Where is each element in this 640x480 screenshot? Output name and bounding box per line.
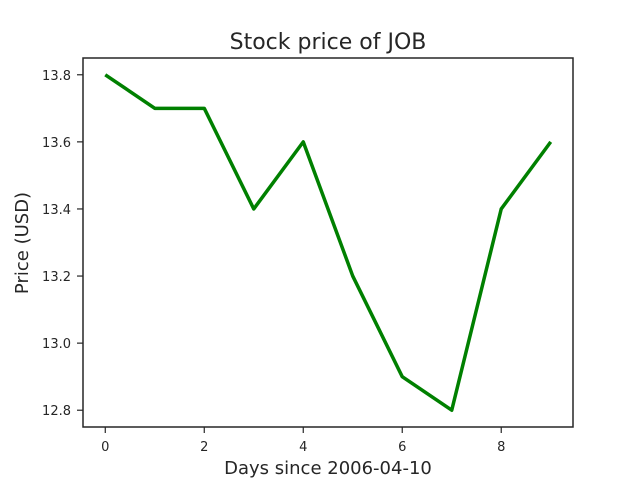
y-tick-label: 13.0 [42, 337, 71, 352]
y-tick-label: 13.8 [42, 69, 71, 84]
y-tick-label: 12.8 [42, 404, 71, 419]
series-line [104, 73, 553, 412]
y-tick-label: 13.2 [42, 270, 71, 285]
x-axis-label: Days since 2006-04-10 [224, 458, 432, 479]
y-axis-label: Price (USD) [12, 192, 33, 294]
x-tick-label: 8 [497, 440, 505, 455]
x-tick-label: 4 [299, 440, 307, 455]
x-tick-label: 0 [101, 440, 109, 455]
y-tick-label: 13.6 [42, 136, 71, 151]
y-axis: 12.8 13.0 13.2 13.4 13.6 13.8 [42, 69, 83, 419]
y-tick-label: 13.4 [42, 203, 71, 218]
series-layer [104, 73, 553, 412]
plot-frame [82, 57, 574, 428]
x-tick-label: 2 [200, 440, 208, 455]
x-axis: 0 2 4 6 8 [101, 427, 505, 455]
x-tick-label: 6 [398, 440, 406, 455]
chart-title: Stock price of JOB [230, 30, 427, 55]
